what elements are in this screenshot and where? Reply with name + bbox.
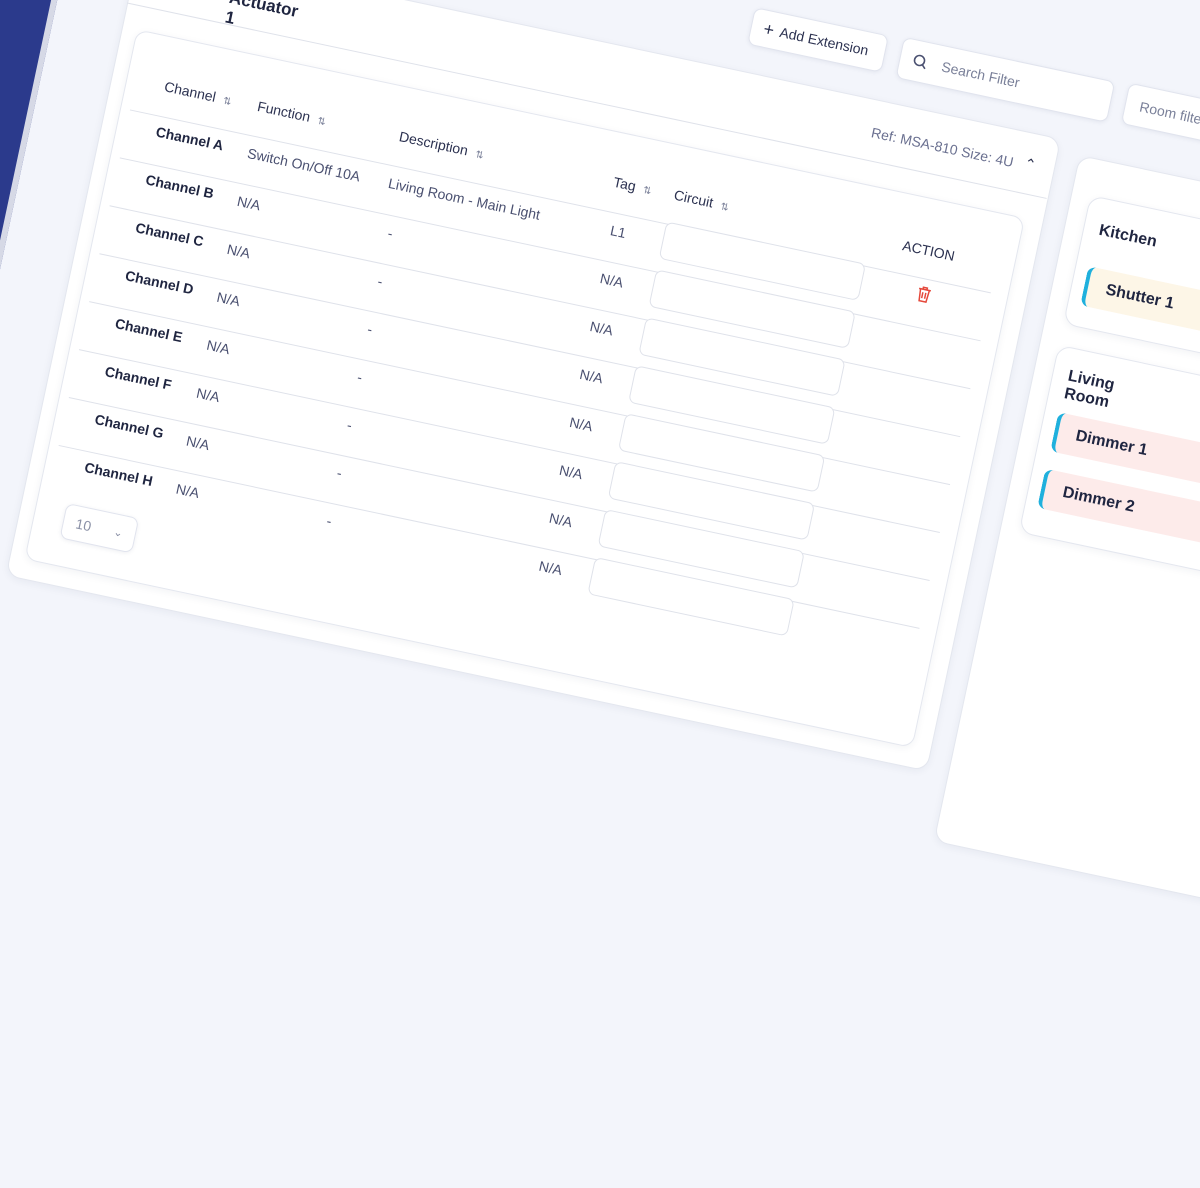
add-extension-label: Add Extension xyxy=(778,24,870,59)
plus-icon: + xyxy=(761,18,777,40)
add-extension-button[interactable]: + Add Extension xyxy=(747,7,890,73)
page-size-value: 10 xyxy=(74,515,93,535)
search-icon xyxy=(913,54,926,70)
chevron-down-icon: ⌄ xyxy=(112,525,124,540)
room-filter-input[interactable]: Room filter xyxy=(1120,82,1200,157)
search-placeholder: Search Filter xyxy=(940,58,1022,91)
room-filter-placeholder: Room filter xyxy=(1138,98,1200,129)
cell-tag: L1 xyxy=(608,222,628,242)
search-filter-input[interactable]: Search Filter xyxy=(895,36,1116,123)
delete-trash-icon[interactable] xyxy=(914,285,932,308)
